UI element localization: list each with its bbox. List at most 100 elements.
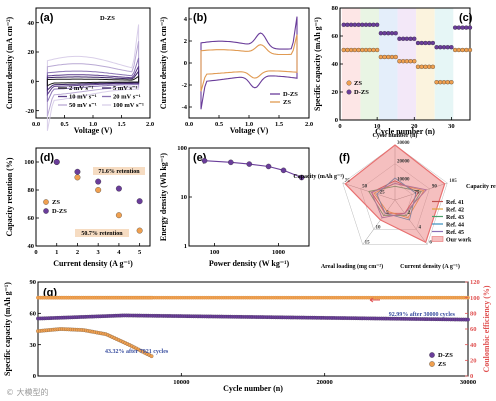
point-D-ZS: [341, 22, 346, 27]
y2-tick-label: 0: [470, 373, 473, 380]
x-tick-label: 1.5: [117, 121, 126, 128]
point-D-ZS: [460, 25, 465, 30]
legend-label: 100 mV s⁻¹: [113, 102, 144, 109]
x-tick-label: 0: [338, 123, 341, 130]
point-ZS: [371, 47, 376, 53]
point-ZS: [348, 47, 354, 53]
rate-band: [341, 8, 361, 120]
retention-annotation-zs: 50.7% retention: [81, 231, 123, 237]
point-D-ZS: [426, 40, 432, 46]
point-ZS: [438, 80, 443, 85]
ragone-point: [265, 163, 272, 170]
legend-label: 20 mV s⁻¹: [113, 94, 141, 101]
point-ZS: [419, 64, 424, 69]
point-ZS: [408, 59, 413, 64]
y-tick-label: 10: [181, 194, 188, 201]
point-D-ZS: [371, 22, 376, 27]
ragone-point: [298, 174, 305, 181]
radar-spoke: [362, 199, 396, 245]
point-D-ZS: [382, 31, 387, 36]
cv-loop-5: [46, 69, 140, 92]
radar-grid: [377, 181, 413, 215]
point-D-ZS: [348, 22, 354, 27]
cv-curve-ZS: [200, 34, 298, 92]
point-ZS: [382, 54, 387, 60]
point-D-ZS: [445, 45, 450, 50]
panel-g-ylabel-left: Specific capacity (mAh g⁻¹): [3, 282, 12, 376]
point-D-ZS: [415, 40, 421, 46]
point-D-ZS: [374, 22, 380, 27]
x-tick-label: 30: [448, 123, 455, 130]
panel-g-ylabel-right: Coulombic efficiency (%): [482, 285, 491, 372]
cv-curve-D-ZS: [200, 16, 298, 110]
panel-d: (d) 71.6% retention 50.7% retention ZS D-…: [5, 147, 151, 268]
x-tick-label: 100: [210, 249, 220, 256]
cv-loop-20: [46, 57, 140, 102]
legend-label: 50 mV s⁻¹: [69, 102, 97, 109]
point-D-ZS: [345, 22, 350, 27]
panel-f-label: (f): [339, 152, 350, 164]
panel-a-label: (a): [40, 12, 54, 24]
radar-axis-title: Areal loading (mg cm⁻²): [321, 263, 383, 270]
x-tick-label: 4: [117, 249, 121, 256]
panel-c-xlabel: Cycle number (n): [375, 127, 435, 136]
radar-spoke: [394, 199, 428, 245]
panel-d-xlabel: Current density (A g⁻¹): [53, 259, 133, 268]
point-D-ZS: [452, 25, 458, 30]
y-tick-label: 0: [33, 373, 36, 380]
point-ZS: [445, 80, 450, 85]
y-tick-label: 40: [28, 243, 35, 250]
point-D-ZS: [400, 36, 406, 41]
panel-a-xlabel: Voltage (V): [74, 126, 113, 135]
y2-tick-label: 120: [470, 279, 480, 286]
radar-axis-title: Capacity (mAh g⁻¹): [293, 173, 344, 180]
x-tick-label: 30000: [460, 379, 476, 386]
point-ZS: [374, 47, 380, 53]
capacity-point-D-ZS: [466, 317, 470, 322]
y-tick-label: 1: [184, 243, 187, 250]
point-D-ZS: [441, 45, 447, 50]
legend-label: Ref. 42: [446, 208, 464, 214]
legend-label: 10 mV s⁻¹: [69, 94, 97, 101]
point-ZS: [378, 54, 384, 60]
legend-label: 2 mV s⁻¹: [69, 85, 93, 92]
rate-band: [416, 8, 435, 120]
point-D-ZS: [393, 31, 398, 36]
legend-label: ZS: [354, 80, 362, 87]
panel-c: (c) ZS D-ZS 0 10 20 30 0 20 40 60 80 Cycle number…: [313, 5, 473, 136]
point-ZS: [415, 64, 421, 69]
y-tick-label: -20: [25, 108, 34, 115]
panel-g: (g) 92.99% after 30000 cycles 43.32% aft…: [3, 279, 491, 393]
radar-tick-label: 50: [362, 185, 368, 190]
radar-tick-label: 20000: [397, 159, 410, 164]
point-ZS: [393, 54, 398, 60]
radar-tick-label: 10: [375, 226, 381, 231]
point-ZS: [95, 187, 102, 193]
point-D-ZS: [434, 45, 439, 50]
radar-series-Ref. 44: [376, 177, 417, 221]
radar-axis-title: Cycle number (n): [373, 132, 418, 139]
point-D-ZS: [136, 198, 143, 205]
point-ZS: [449, 80, 454, 85]
point-ZS: [386, 54, 391, 60]
point-D-ZS: [397, 36, 402, 41]
rate-band: [379, 8, 398, 120]
panel-f: (f) Cycle number (n) Capacity retention (…: [293, 132, 496, 270]
legend-label: Ref. 45: [446, 230, 464, 236]
radar-grid: [360, 163, 430, 230]
x-tick-label: 10: [374, 123, 381, 130]
radar-grid: [342, 144, 448, 245]
retention-annotation-zs-long: 43.32% after 7921 cycles: [105, 349, 169, 355]
point-D-ZS: [404, 36, 410, 41]
point-ZS: [460, 47, 465, 53]
x-tick-label: 0: [34, 249, 37, 256]
point-D-ZS: [115, 185, 122, 192]
point-ZS: [136, 227, 143, 234]
y-tick-label: 2: [184, 38, 187, 45]
x-tick-label: 1: [55, 249, 58, 256]
cv-loop-100: [46, 24, 140, 131]
capacity-point-ZS: [149, 354, 154, 359]
x-tick-label: 20000: [317, 379, 333, 386]
point-ZS: [74, 174, 81, 181]
retention-annotation-dzs-long: 92.99% after 30000 cycles: [389, 312, 456, 318]
